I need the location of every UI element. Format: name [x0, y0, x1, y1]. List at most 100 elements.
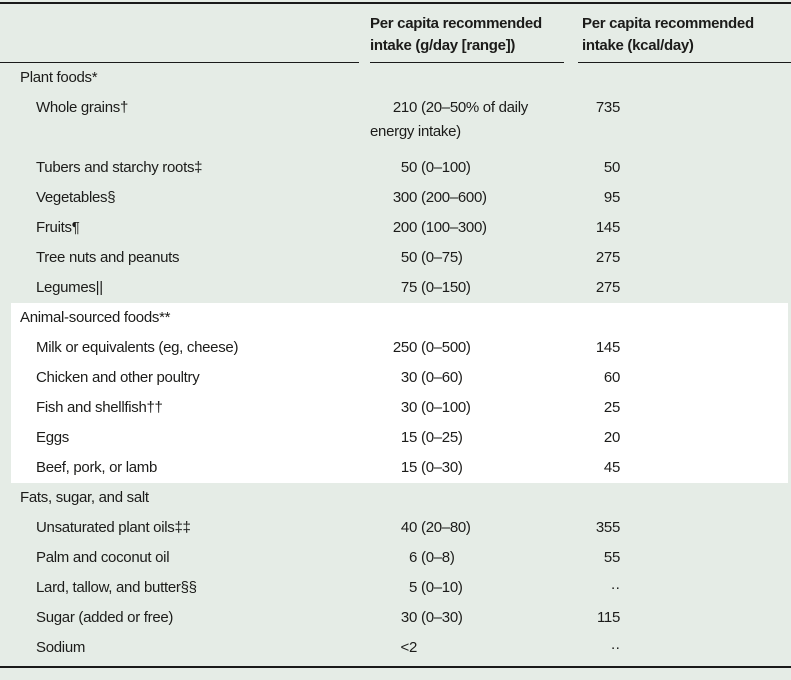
food-label: Fish and shellfish†† — [36, 399, 163, 416]
kcal-number: 115 — [596, 609, 620, 626]
gday-range: (0–8) — [421, 549, 455, 566]
column-header-kcal: Per capita recommended intake (kcal/day) — [582, 15, 754, 54]
gday-number: 30 — [400, 399, 417, 416]
gday-value: 15 (0–25) — [370, 423, 560, 453]
kcal-number: 20 — [603, 429, 620, 446]
food-row-unsaturated-oils: Unsaturated plant oils‡‡ 40 (20–80) 355 — [0, 513, 791, 543]
kcal-number: 60 — [603, 369, 620, 386]
column-header-gday: Per capita recommended intake (g/day [ra… — [370, 15, 542, 54]
kcal-number: ·· — [610, 579, 621, 596]
section-title: Fats, sugar, and salt — [20, 489, 149, 506]
kcal-number: 275 — [595, 279, 620, 296]
gday-number: 30 — [400, 609, 417, 626]
kcal-value: 275 — [560, 243, 791, 273]
kcal-value: 50 — [560, 153, 791, 183]
gday-value: 15 (0–30) — [370, 453, 560, 483]
gday-range: (0–30) — [421, 609, 463, 626]
food-label: Legumes|| — [36, 279, 103, 296]
gday-range: (20–50% of daily energy intake) — [370, 99, 528, 140]
header-rule — [0, 61, 359, 63]
kcal-value: 20 — [560, 423, 791, 453]
food-row-sugar: Sugar (added or free) 30 (0–30) 115 — [0, 603, 791, 633]
kcal-value: ·· — [560, 573, 791, 603]
section-title-row-fats-sugar-salt: Fats, sugar, and salt — [0, 483, 791, 513]
food-row-eggs: Eggs 15 (0–25) 20 — [0, 423, 791, 453]
kcal-value: 145 — [560, 213, 791, 243]
kcal-value: ·· — [560, 633, 791, 663]
gday-value: <2 — [370, 633, 560, 663]
gday-number: 6 — [408, 549, 417, 566]
food-label: Milk or equivalents (eg, cheese) — [36, 339, 239, 356]
gday-value: 30 (0–100) — [370, 393, 560, 423]
gday-number: 15 — [400, 429, 417, 446]
kcal-value: 60 — [560, 363, 791, 393]
gday-range: (20–80) — [421, 519, 471, 536]
kcal-number: 25 — [603, 399, 620, 416]
gday-range: (0–150) — [421, 279, 471, 296]
food-label: Unsaturated plant oils‡‡ — [36, 519, 191, 536]
gday-number: 50 — [400, 249, 417, 266]
gday-range: (0–25) — [421, 429, 463, 446]
food-row-fruits: Fruits¶ 200 (100–300) 145 — [0, 213, 791, 243]
gday-range: (0–100) — [421, 399, 471, 416]
kcal-value: 25 — [560, 393, 791, 423]
kcal-number: 735 — [595, 99, 620, 116]
gday-range: (0–100) — [421, 159, 471, 176]
food-label: Tree nuts and peanuts — [36, 249, 180, 266]
kcal-value: 55 — [560, 543, 791, 573]
kcal-value: 115 — [560, 603, 791, 633]
gday-value: 30 (0–60) — [370, 363, 560, 393]
gday-number: <2 — [400, 639, 417, 656]
gday-range: (0–30) — [421, 459, 463, 476]
food-label: Sodium — [36, 639, 86, 656]
food-label: Eggs — [36, 429, 69, 446]
gday-number: 300 — [392, 189, 417, 206]
gday-value: 5 (0–10) — [370, 573, 560, 603]
gday-range: (100–300) — [421, 219, 487, 236]
table-header: Per capita recommended intake (g/day [ra… — [0, 0, 791, 63]
gday-range: (0–60) — [421, 369, 463, 386]
kcal-number: 95 — [603, 189, 620, 206]
food-label: Fruits¶ — [36, 219, 80, 236]
gday-number: 250 — [392, 339, 417, 356]
gday-number: 50 — [400, 159, 417, 176]
header-rule — [578, 61, 791, 63]
food-row-milk: Milk or equivalents (eg, cheese) 250 (0–5… — [0, 333, 791, 363]
top-rule — [0, 2, 791, 4]
kcal-value: 355 — [560, 513, 791, 543]
food-label: Chicken and other poultry — [36, 369, 200, 386]
gday-value: 50 (0–75) — [370, 243, 560, 273]
food-label: Sugar (added or free) — [36, 609, 174, 626]
gday-value: 6 (0–8) — [370, 543, 560, 573]
kcal-value: 275 — [560, 273, 791, 303]
gday-value: 300 (200–600) — [370, 183, 560, 213]
kcal-value: 735 — [560, 96, 791, 120]
gday-range: (0–75) — [421, 249, 463, 266]
kcal-number: 50 — [603, 159, 620, 176]
kcal-number: 275 — [595, 249, 620, 266]
gday-number: 75 — [400, 279, 417, 296]
bottom-rule — [0, 666, 791, 668]
gday-range: (200–600) — [421, 189, 487, 206]
header-rule — [370, 61, 564, 63]
kcal-value: 145 — [560, 333, 791, 363]
gday-number: 200 — [392, 219, 417, 236]
gday-range: (0–10) — [421, 579, 463, 596]
kcal-number: 145 — [595, 339, 620, 356]
gday-number: 15 — [400, 459, 417, 476]
gday-value: 50 (0–100) — [370, 153, 560, 183]
food-row-fish: Fish and shellfish†† 30 (0–100) 25 — [0, 393, 791, 423]
section-title: Animal-sourced foods** — [20, 309, 171, 326]
food-row-palm-coconut-oil: Palm and coconut oil 6 (0–8) 55 — [0, 543, 791, 573]
kcal-number: 45 — [603, 459, 620, 476]
food-label: Vegetables§ — [36, 189, 116, 206]
food-row-tree-nuts: Tree nuts and peanuts 50 (0–75) 275 — [0, 243, 791, 273]
gday-value: 40 (20–80) — [370, 513, 560, 543]
section-title-row-plant-foods: Plant foods* — [0, 63, 791, 93]
kcal-value: 45 — [560, 453, 791, 483]
section-title-row-animal-foods: Animal-sourced foods** — [0, 303, 791, 333]
kcal-number: 355 — [595, 519, 620, 536]
food-row-sodium: Sodium <2 ·· — [0, 633, 791, 663]
gday-number: 30 — [400, 369, 417, 386]
